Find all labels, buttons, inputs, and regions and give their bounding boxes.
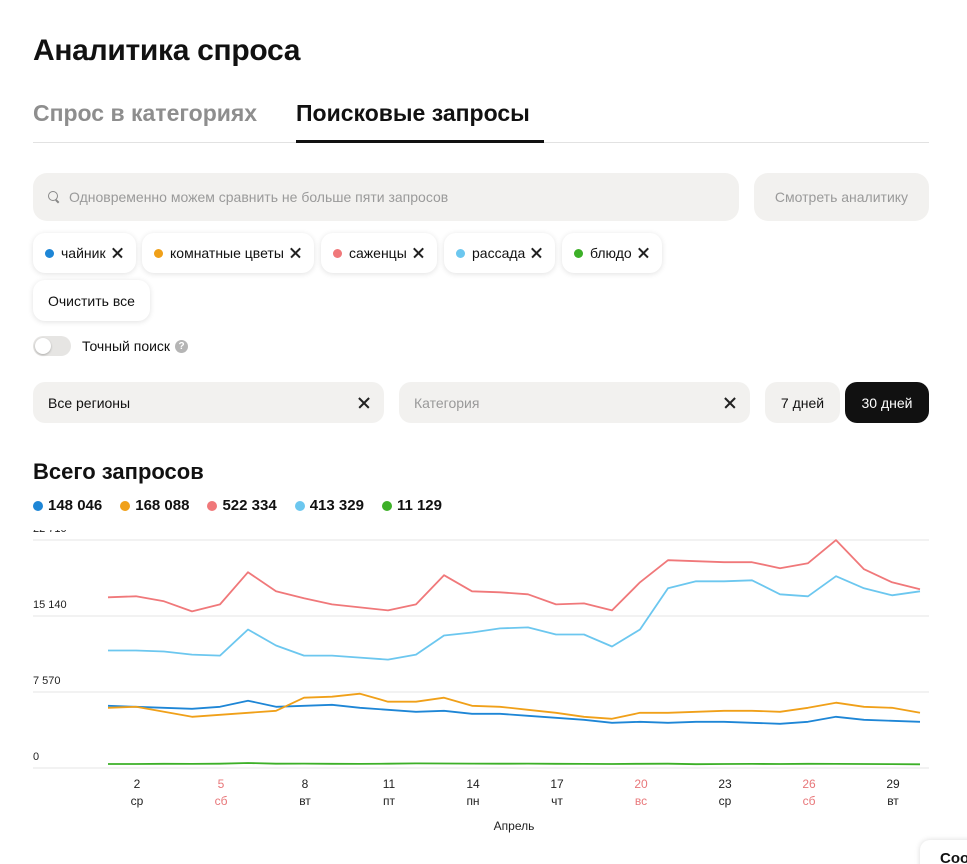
region-value: Все регионы	[48, 394, 131, 411]
chip-color-dot	[154, 248, 163, 258]
series-line	[107, 699, 921, 725]
tab-search-queries[interactable]: Поисковые запросы	[296, 100, 530, 126]
x-tick-day: 5	[218, 777, 225, 791]
x-tick-day: 2	[134, 777, 141, 791]
active-tab-indicator	[296, 140, 544, 143]
search-box[interactable]	[33, 173, 739, 221]
y-tick-label: 0	[33, 751, 39, 763]
close-icon[interactable]	[357, 396, 370, 409]
category-select[interactable]: Категория	[399, 382, 750, 423]
exact-search-label: Точный поиск	[82, 338, 171, 354]
x-tick-weekday: пт	[383, 794, 395, 808]
close-icon[interactable]	[529, 246, 543, 260]
chip-color-dot	[574, 248, 583, 258]
legend-value: 11 129	[396, 497, 442, 514]
period-30-days-button[interactable]: 30 дней	[845, 382, 929, 423]
series-line	[108, 762, 921, 766]
chip-query[interactable]: комнатные цветы	[142, 233, 314, 273]
legend-dot	[33, 500, 43, 511]
demand-line-chart: 0 7 570 15 140 22 710 2 ср 5 сб 8 вт 11 пт 14 пн 17 чт 2…	[33, 530, 929, 833]
x-tick-day: 23	[718, 777, 732, 791]
x-tick-weekday: вт	[887, 794, 899, 808]
totals-legend: 148 046 168 088 522 334 413 329 11 129	[33, 497, 460, 514]
series-line	[107, 539, 921, 613]
page-title: Аналитика спроса	[33, 34, 301, 67]
close-icon[interactable]	[411, 246, 425, 260]
chip-color-dot	[333, 248, 342, 258]
legend-item: 148 046	[33, 497, 102, 514]
totals-title: Всего запросов	[33, 459, 204, 484]
legend-item: 11 129	[381, 497, 442, 514]
legend-item: 168 088	[120, 497, 189, 514]
close-icon[interactable]	[288, 246, 302, 260]
help-icon[interactable]: ?	[175, 339, 189, 353]
y-tick-label: 22 710	[33, 530, 67, 535]
clear-all-button[interactable]: Очистить все	[33, 280, 150, 321]
x-tick-weekday: сб	[215, 794, 228, 808]
legend-item: 522 334	[207, 497, 277, 514]
y-tick-label: 7 570	[33, 675, 61, 687]
region-select[interactable]: Все регионы	[33, 382, 384, 423]
x-tick-day: 26	[802, 777, 816, 791]
chip-label: саженцы	[349, 245, 407, 261]
x-axis-label: Апрель	[494, 819, 535, 833]
tabs: Спрос в категориях Поисковые запросы	[33, 96, 929, 143]
x-tick-day: 29	[886, 777, 900, 791]
chip-color-dot	[45, 248, 54, 258]
legend-dot	[120, 500, 131, 511]
legend-dot	[207, 500, 218, 511]
x-tick-weekday: пн	[466, 794, 479, 808]
x-tick-day: 8	[302, 777, 309, 791]
x-tick-day: 14	[466, 777, 480, 791]
legend-value: 148 046	[48, 497, 103, 514]
chip-query[interactable]: чайник	[33, 233, 136, 273]
series-line	[107, 692, 921, 720]
x-tick-day: 20	[634, 777, 648, 791]
chip-color-dot	[456, 248, 465, 258]
x-tick-weekday: ср	[131, 794, 144, 808]
corner-button[interactable]: Coo	[920, 840, 967, 864]
x-tick-weekday: чт	[551, 794, 563, 808]
series-line	[108, 575, 921, 661]
legend-dot	[381, 500, 392, 511]
legend-item: 413 329	[294, 497, 364, 514]
x-tick-weekday: ср	[719, 794, 732, 808]
close-icon[interactable]	[723, 396, 736, 409]
tab-category-demand[interactable]: Спрос в категориях	[33, 100, 258, 126]
category-placeholder: Категория	[414, 394, 480, 411]
close-icon[interactable]	[110, 246, 124, 260]
chip-query[interactable]: саженцы	[321, 233, 437, 273]
chip-label: комнатные цветы	[170, 245, 284, 261]
period-7-days-button[interactable]: 7 дней	[765, 382, 840, 423]
legend-dot	[294, 500, 305, 511]
view-analytics-button[interactable]: Смотреть аналитику	[754, 173, 929, 221]
y-tick-label: 15 140	[33, 599, 67, 611]
toggle-knob	[35, 338, 51, 354]
x-tick-day: 11	[383, 777, 396, 791]
exact-search-row: Точный поиск ?	[33, 336, 189, 356]
chip-label: рассада	[472, 245, 526, 261]
chip-query[interactable]: блюдо	[562, 233, 662, 273]
x-tick-weekday: вт	[299, 794, 311, 808]
search-icon	[48, 191, 60, 203]
legend-value: 413 329	[309, 497, 364, 514]
chip-query[interactable]: рассада	[444, 233, 556, 273]
legend-value: 168 088	[135, 497, 190, 514]
search-input[interactable]	[69, 189, 709, 205]
legend-value: 522 334	[222, 497, 277, 514]
chip-label: чайник	[61, 245, 106, 261]
x-tick-weekday: сб	[803, 794, 816, 808]
exact-search-toggle[interactable]	[33, 336, 71, 356]
close-icon[interactable]	[636, 246, 650, 260]
x-tick-day: 17	[550, 777, 564, 791]
x-tick-weekday: вс	[635, 794, 647, 808]
chip-label: блюдо	[590, 245, 632, 261]
